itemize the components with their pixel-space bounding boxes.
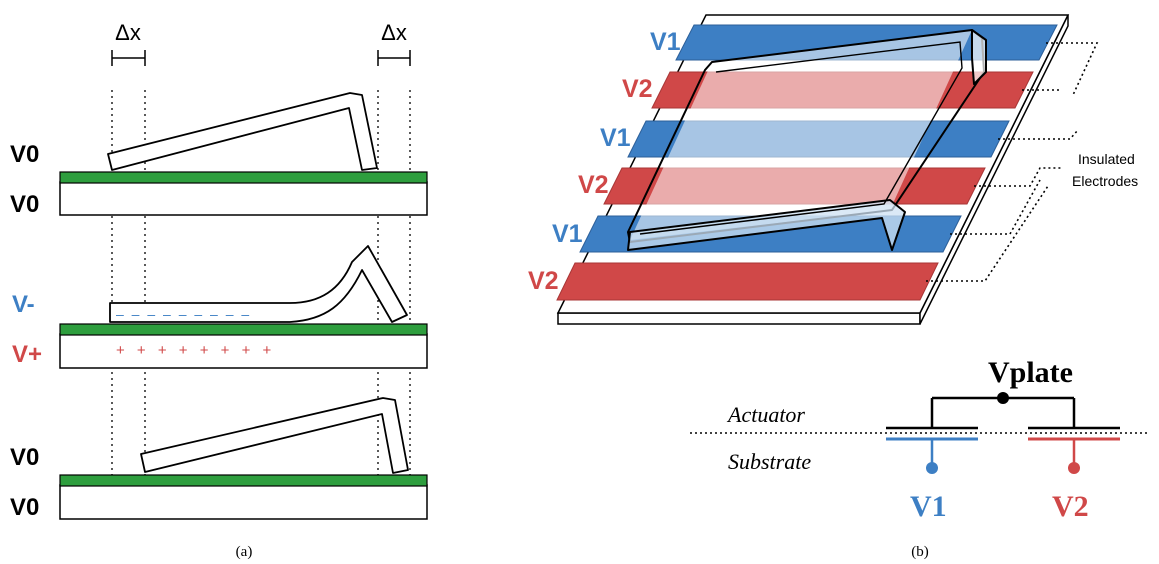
charge-minus-marks: – – – – – – – – – [116,306,251,322]
vplate-node [997,392,1009,404]
electrode-layer-1 [59,171,428,184]
actuator-end-wall [971,29,987,85]
actuator-beam-1 [107,92,378,171]
electrode-label-5: V1 [552,220,583,248]
electrode-layer-3 [59,474,428,487]
electrode-strip-6 [556,262,939,301]
stage3-bottom-label: V0 [10,494,39,521]
electrode-label-2: V2 [622,75,653,103]
stage2-top-label: V- [12,291,35,318]
dx-label-left: Δx [115,20,141,45]
stage-2: – – – – – – – – – + + + + + + + + V- V+ [12,245,428,369]
actuator-front-edge [627,199,906,251]
plate-side [557,312,921,325]
stage-3: V0 V0 [10,397,428,521]
v1-terminal [926,462,938,474]
electrode-label-1: V1 [650,28,681,56]
substrate-label: Substrate [728,449,811,474]
panel-a: Δx Δx V0 V0 – – – – – – – – [10,20,428,560]
stage1-bottom-label: V0 [10,191,39,218]
electrode-label-4: V2 [578,171,609,199]
caption-b: (b) [911,544,929,560]
vplate-text: Vplate [988,356,1073,389]
electrode-label-6: V2 [528,267,559,295]
v2-terminal [1068,462,1080,474]
stage2-bottom-label: V+ [12,341,42,368]
substrate-3 [59,484,428,520]
stage-1: V0 V0 [10,92,428,218]
dx-label-right: Δx [381,20,407,45]
vplate-label: Vplate [988,356,1073,389]
stage1-top-label: V0 [10,141,39,168]
actuator-beam-3 [140,397,409,474]
electrode-label-3: V1 [600,124,631,152]
insulated-electrodes-line1: Insulated [1078,151,1135,167]
actuator-beam-2 [109,245,408,323]
v2-circuit-label: V2 [1052,490,1089,523]
electrode-leader-lines [926,42,1099,282]
dx-marker-left: Δx [111,20,146,66]
actuator-shadow [630,30,972,240]
actuator-inner-edge [639,41,963,235]
v1-circuit-label: V1 [910,490,947,523]
panel-b: V1 V2 V1 V2 V1 V2 Insulated Electrodes V… [528,14,1150,560]
dx-marker-right: Δx [377,20,411,66]
actuator-3d [627,29,987,251]
actuator-label: Actuator [726,402,805,427]
charge-plus-marks: + + + + + + + + [116,342,275,359]
substrate-1 [59,181,428,216]
electrode-layer-2 [59,323,428,336]
stage3-top-label: V0 [10,444,39,471]
electrode-labels: V1 V2 V1 V2 V1 V2 [528,28,681,295]
caption-a: (a) [236,544,253,560]
circuit-schematic: Vplate Actuator Substrate V1 V2 [690,356,1150,523]
insulated-electrodes-line2: Electrodes [1072,173,1138,189]
